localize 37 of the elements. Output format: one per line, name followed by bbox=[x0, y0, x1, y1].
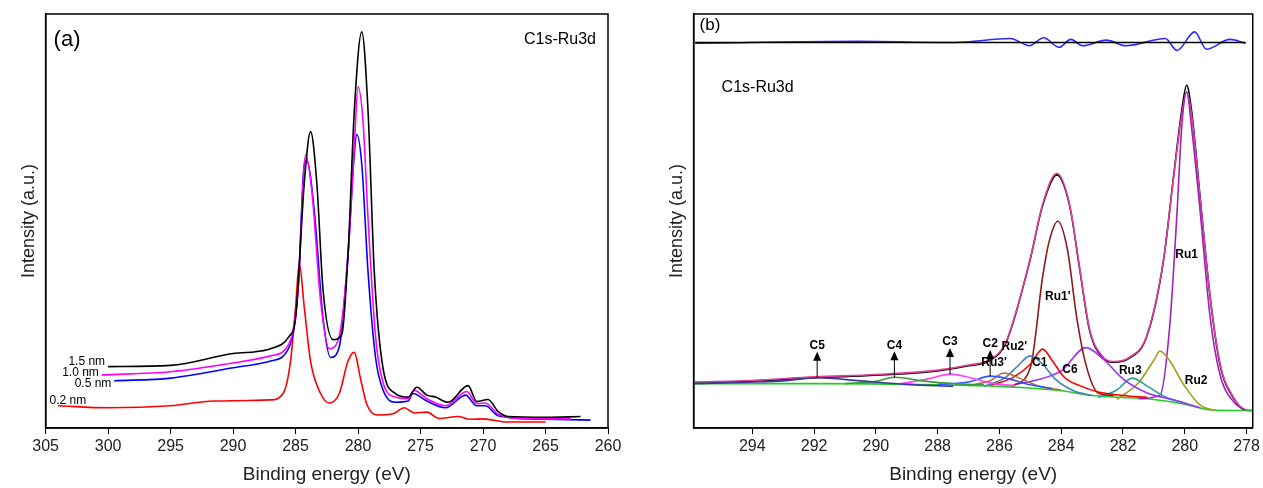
series-label: Ru1' bbox=[1045, 288, 1071, 303]
x-axis-title: Binding energy (eV) bbox=[242, 462, 411, 484]
x-tick-label: 300 bbox=[94, 437, 122, 455]
x-tick-label: 260 bbox=[594, 437, 622, 455]
x-tick-label: 285 bbox=[282, 437, 309, 455]
x-tick-label: 278 bbox=[1233, 437, 1261, 455]
x-tick-label: 275 bbox=[407, 437, 434, 455]
text: C3 bbox=[942, 334, 958, 349]
x-tick-label: 290 bbox=[219, 437, 247, 455]
x-tick-label: 294 bbox=[738, 437, 766, 455]
annotation: C1s-Ru3d bbox=[721, 78, 794, 95]
annotation: (a) bbox=[53, 26, 81, 51]
annotation: C1s-Ru3d bbox=[523, 30, 596, 47]
x-tick-label: 282 bbox=[1109, 437, 1137, 455]
x-tick-label: 305 bbox=[32, 437, 60, 455]
x-tick-label: 288 bbox=[924, 437, 952, 455]
x-axis-title: Binding energy (eV) bbox=[889, 462, 1058, 484]
y-axis-title: Intensity (a.u.) bbox=[17, 163, 38, 279]
x-tick-label: 286 bbox=[986, 437, 1013, 455]
x-tick-label: 292 bbox=[800, 437, 828, 455]
x-tick-label: 270 bbox=[469, 437, 497, 455]
x-tick-label: 295 bbox=[157, 437, 185, 455]
text: C5 bbox=[809, 338, 826, 352]
x-tick-label: 290 bbox=[862, 437, 890, 455]
y-axis-title: Intensity (a.u.) bbox=[665, 163, 686, 279]
annotation: (b) bbox=[699, 15, 721, 34]
series-label: 0.2 nm bbox=[49, 393, 87, 408]
x-tick-label: 284 bbox=[1047, 437, 1075, 455]
series-label: Ru1 bbox=[1175, 247, 1199, 262]
series-label: C6 bbox=[1062, 361, 1078, 376]
text: C4 bbox=[886, 337, 903, 352]
x-tick-label: 280 bbox=[344, 437, 372, 455]
text: C2 bbox=[982, 336, 999, 351]
series-label: Ru2 bbox=[1184, 373, 1208, 388]
series-label: Ru3 bbox=[1118, 363, 1142, 378]
x-tick-label: 265 bbox=[532, 437, 559, 455]
x-tick-label: 280 bbox=[1171, 437, 1199, 455]
